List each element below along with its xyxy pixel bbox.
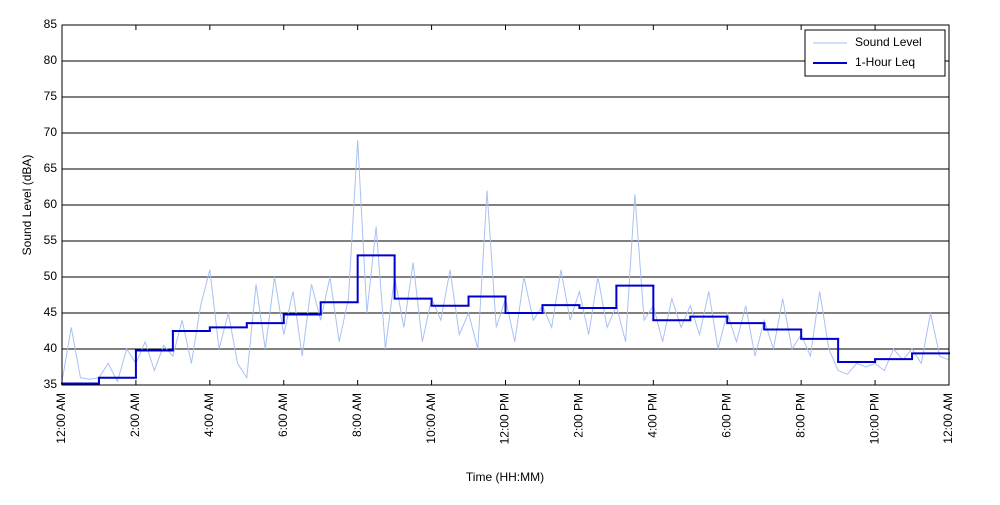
x-tick-label: 2:00 PM: [572, 393, 586, 438]
x-tick-label: 10:00 AM: [424, 393, 438, 444]
y-tick-label: 60: [44, 197, 58, 211]
x-tick-label: 8:00 AM: [350, 393, 364, 437]
y-tick-label: 65: [44, 161, 58, 175]
legend-label: 1-Hour Leq: [855, 55, 915, 69]
y-tick-label: 55: [44, 233, 58, 247]
plot-frame: [61, 24, 950, 386]
x-tick-label: 12:00 PM: [498, 393, 512, 444]
x-tick-label: 10:00 PM: [867, 393, 881, 444]
x-tick-label: 12:00 AM: [54, 393, 68, 444]
x-tick-label: 2:00 AM: [128, 393, 142, 437]
x-tick-label: 6:00 PM: [719, 393, 733, 438]
legend-label: Sound Level: [855, 35, 922, 49]
y-tick-label: 35: [44, 377, 58, 391]
y-tick-label: 80: [44, 53, 58, 67]
y-tick-label: 75: [44, 89, 58, 103]
x-tick-label: 8:00 PM: [793, 393, 807, 438]
x-tick-label: 4:00 AM: [202, 393, 216, 437]
y-tick-label: 70: [44, 125, 58, 139]
y-tick-label: 40: [44, 341, 58, 355]
x-tick-label: 12:00 AM: [941, 393, 955, 444]
x-tick-label: 4:00 PM: [646, 393, 660, 438]
y-tick-label: 45: [44, 305, 58, 319]
y-tick-label: 85: [44, 17, 58, 31]
y-axis-label: Sound Level (dBA): [20, 155, 34, 256]
legend-box: [804, 29, 946, 77]
x-tick-label: 6:00 AM: [276, 393, 290, 437]
x-axis-label: Time (HH:MM): [466, 470, 544, 484]
y-tick-label: 50: [44, 269, 58, 283]
